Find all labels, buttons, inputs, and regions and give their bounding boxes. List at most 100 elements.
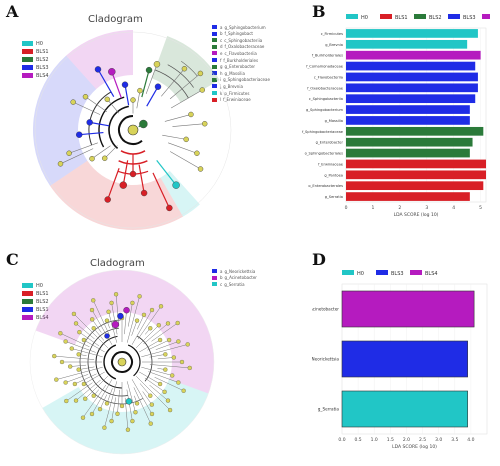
group-legend-item: BLS1 <box>22 290 49 297</box>
clade-node <box>119 403 125 409</box>
clade-node <box>125 427 131 432</box>
category-label: c_Firmicutes <box>321 32 343 36</box>
clade-node <box>199 87 205 93</box>
taxa-legend-item: f f_Burkholderiales <box>212 57 258 63</box>
clade-node <box>156 323 161 328</box>
clade-node <box>157 337 163 343</box>
taxa-legend-item: c c_Sphingobacteriia <box>212 37 262 43</box>
clade-node <box>97 406 103 412</box>
clade-node <box>181 388 186 393</box>
clade-node <box>82 94 89 100</box>
legend-swatch <box>212 84 217 89</box>
clade-node <box>171 355 176 360</box>
x-tick-label: 2.0 <box>403 437 410 443</box>
clade-node <box>63 339 68 344</box>
branch <box>126 381 136 413</box>
branch <box>144 377 165 393</box>
group-legend-item: H0 <box>22 282 43 289</box>
legend-swatch <box>410 270 422 275</box>
clade-node <box>94 66 102 73</box>
branch <box>65 341 96 353</box>
clade-node <box>63 380 68 385</box>
branch-ring <box>118 115 143 145</box>
branch <box>149 354 166 358</box>
clade-sector-bls4 <box>66 30 133 90</box>
taxa-label: c_Sphingobacteriia <box>224 37 263 43</box>
panel-letter-a: A <box>6 2 19 21</box>
taxa-label: f_Burkholderiales <box>223 57 259 63</box>
clade-node <box>70 99 76 105</box>
clade-sector-bls1 <box>50 160 184 231</box>
legend-swatch <box>212 275 217 280</box>
legend-label: BLS3 <box>391 271 404 277</box>
taxa-label: f_Sphingobact <box>224 31 253 37</box>
clade-node <box>86 119 93 126</box>
branch <box>115 294 120 327</box>
clade-node <box>121 81 129 88</box>
clade-node <box>179 359 185 365</box>
clade-node <box>89 307 95 313</box>
branch <box>135 375 171 411</box>
bar <box>346 83 478 93</box>
bar <box>346 105 470 114</box>
branch <box>83 339 105 353</box>
clade-node <box>148 326 153 331</box>
legend-swatch <box>22 307 33 312</box>
taxa-legend-item: b f_Sphingobact <box>212 31 253 37</box>
branch <box>164 114 192 122</box>
branch-ring <box>87 327 128 397</box>
clade-node <box>73 321 79 326</box>
root-node <box>117 357 127 367</box>
taxa-code: k <box>220 90 223 96</box>
clade-node <box>108 68 116 76</box>
clade-node <box>76 131 83 138</box>
legend-swatch <box>22 57 33 62</box>
legend-label: BLS3 <box>463 15 476 21</box>
bar <box>346 29 478 38</box>
category-label: f_Oxalobacteraceae <box>307 86 344 90</box>
branch <box>104 145 118 159</box>
taxa-legend-item: i g_Sphingobacteriaceae <box>212 77 270 83</box>
clade-node <box>175 320 180 326</box>
branch <box>78 366 95 370</box>
clade-node <box>115 411 120 416</box>
x-tick-label: 0.0 <box>338 437 345 443</box>
clade-node <box>185 342 190 347</box>
clade-node <box>139 119 148 129</box>
x-tick-label: 4.0 <box>467 437 474 443</box>
category-label: f_Burkholderiales <box>312 54 343 58</box>
taxa-legend-item: c g_Serratia <box>212 281 245 287</box>
clade-node <box>162 389 167 394</box>
legend-label: BLS4 <box>36 72 49 79</box>
legend-swatch <box>212 77 217 82</box>
legend-swatch <box>22 315 33 320</box>
legend-swatch <box>22 299 33 304</box>
x-axis-label: LDA SCORE (log 10) <box>392 444 437 450</box>
legend-label: H0 <box>357 271 364 277</box>
category-label: g_Neorickettsia <box>312 357 339 362</box>
category-label: g_Brevnia <box>325 43 343 47</box>
clade-node <box>104 318 110 323</box>
clade-node <box>76 352 81 357</box>
clade-node <box>59 359 65 365</box>
branch-ring <box>98 96 125 148</box>
clade-node <box>166 337 172 343</box>
branch <box>128 302 133 327</box>
taxa-legend-item: g g_Enterobacter <box>212 64 255 70</box>
taxa-code: e <box>220 50 223 56</box>
legend-label: H0 <box>36 282 43 289</box>
category-label: g_Sphingobacterium <box>306 108 344 112</box>
cladogram-c <box>29 269 215 455</box>
branch <box>170 89 203 109</box>
clade-node <box>113 292 119 297</box>
branch <box>107 168 120 200</box>
taxa-legend-item: a g_Neorickettsia <box>212 268 255 274</box>
branch <box>74 373 97 385</box>
legend-label: BLS4 <box>36 314 49 321</box>
group-legend-item: BLS3 <box>22 306 49 313</box>
bar <box>346 148 470 158</box>
clade-node <box>134 318 140 323</box>
clade-node <box>109 300 114 306</box>
category-label: g_Pantoea <box>324 173 343 177</box>
branch-ring <box>110 351 133 373</box>
